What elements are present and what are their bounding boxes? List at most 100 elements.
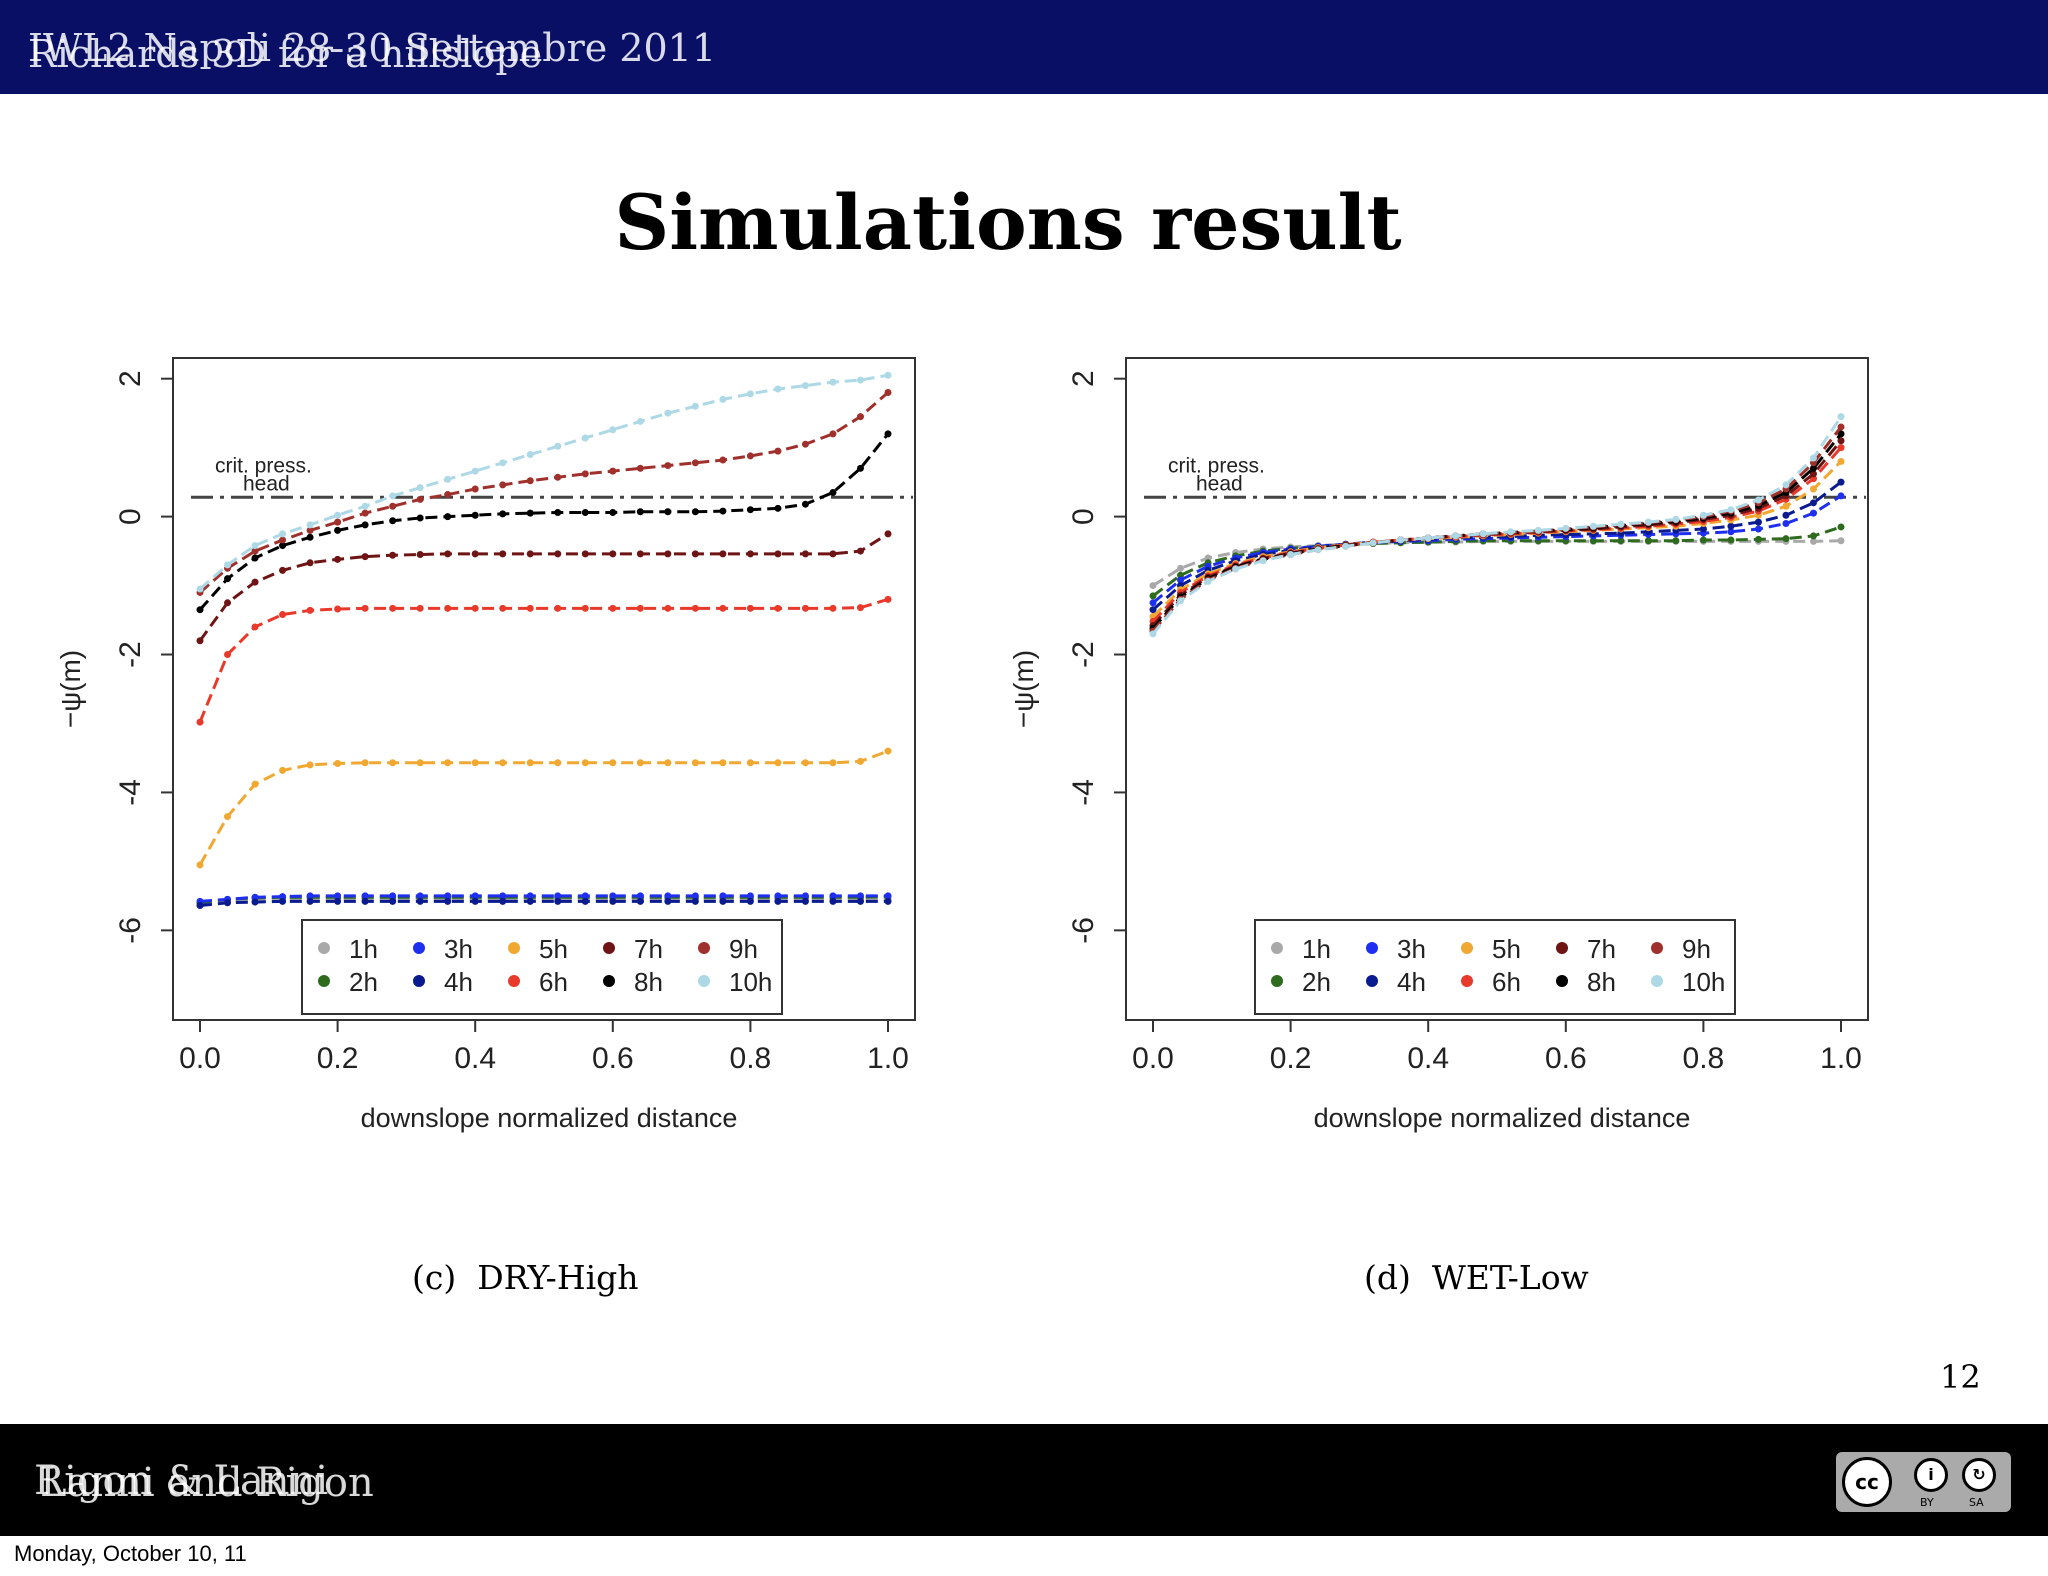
data-point-7h (691, 550, 699, 558)
data-point-8h (306, 533, 314, 541)
data-point-9h (746, 452, 754, 460)
legend-label-3h: 3h (444, 934, 473, 964)
data-point-9h (581, 470, 589, 478)
data-point-2h (1837, 523, 1845, 531)
legend-label-9h: 9h (729, 934, 758, 964)
data-point-3h (856, 892, 864, 900)
x-tick-label: 0.8 (730, 1042, 772, 1075)
data-point-2h (1617, 537, 1625, 545)
legend-marker-10h (1651, 975, 1663, 987)
data-point-3h (884, 892, 892, 900)
legend-marker-6h (508, 975, 520, 987)
legend-label-7h: 7h (1587, 934, 1616, 964)
cc-license-badge[interactable]: cc i ↻ BY SA (1836, 1452, 2011, 1512)
data-point-3h (306, 892, 314, 900)
data-point-5h (554, 759, 562, 767)
data-point-2h (1754, 535, 1762, 543)
legend-marker-7h (603, 942, 615, 954)
data-point-4h (1809, 499, 1817, 507)
data-point-8h (581, 508, 589, 516)
x-tick-label: 0.0 (1132, 1042, 1174, 1075)
data-point-8h (609, 508, 617, 516)
x-tick-label: 0.6 (592, 1042, 634, 1075)
data-point-7h (856, 547, 864, 555)
data-point-10h (279, 530, 287, 538)
data-point-7h (444, 550, 452, 558)
x-tick-label: 1.0 (867, 1042, 909, 1075)
y-tick-label: -4 (1067, 779, 1100, 806)
data-point-7h (471, 550, 479, 558)
data-point-9h (389, 502, 397, 510)
legend-marker-5h (1461, 942, 1473, 954)
data-point-5h (856, 757, 864, 765)
x-tick-label: 0.4 (1407, 1042, 1449, 1075)
data-point-4h (856, 897, 864, 905)
data-point-3h (719, 892, 727, 900)
legend-marker-4h (413, 975, 425, 987)
data-point-10h (306, 521, 314, 529)
legend-label-7h: 7h (634, 934, 663, 964)
data-point-8h (774, 504, 782, 512)
data-point-8h (251, 554, 259, 562)
data-point-7h (581, 550, 589, 558)
y-tick-label: -6 (1067, 917, 1100, 944)
data-point-6h (499, 604, 507, 612)
series-line-4h (199, 899, 888, 908)
data-point-7h (1809, 470, 1817, 478)
legend-label-10h: 10h (1682, 967, 1725, 997)
legend-label-2h: 2h (1302, 967, 1331, 997)
data-point-5h (801, 759, 809, 767)
data-point-4h (1782, 511, 1790, 519)
data-point-10h (1809, 454, 1817, 462)
data-point-3h (416, 892, 424, 900)
data-point-10h (251, 542, 259, 550)
series-line-4h (1152, 480, 1842, 611)
data-point-10h (691, 402, 699, 410)
data-point-4h (499, 897, 507, 905)
data-point-9h (279, 536, 287, 544)
data-point-9h (416, 495, 424, 503)
data-point-10h (1314, 546, 1322, 554)
header-talk-title: Richards 3D for a hillslope (28, 32, 543, 76)
data-point-10h (1617, 520, 1625, 528)
data-point-10h (1397, 536, 1405, 544)
data-point-9h (774, 447, 782, 455)
data-point-6h (361, 604, 369, 612)
data-point-10h (1507, 528, 1515, 536)
data-point-10h (389, 492, 397, 500)
y-tick-label: -4 (114, 779, 147, 806)
data-point-10h (471, 467, 479, 475)
data-point-10h (499, 459, 507, 467)
data-point-6h (471, 604, 479, 612)
data-point-3h (334, 892, 342, 900)
data-point-4h (471, 897, 479, 905)
data-point-8h (884, 430, 892, 438)
annotation-line2: head (243, 472, 290, 495)
data-point-1h (1149, 582, 1157, 590)
data-point-8h (444, 513, 452, 521)
data-point-8h (746, 506, 754, 514)
data-point-3h (691, 892, 699, 900)
y-tick-label: 2 (1067, 370, 1100, 387)
data-point-6h (389, 604, 397, 612)
series-line-9h (199, 391, 889, 594)
data-point-8h (829, 488, 837, 496)
data-point-10h (801, 382, 809, 390)
data-point-6h (1837, 444, 1845, 452)
data-point-3h (444, 892, 452, 900)
caption-text: WET-Low (1431, 1258, 1589, 1297)
data-point-10h (1149, 630, 1157, 638)
data-point-9h (444, 491, 452, 499)
data-point-10h (1342, 542, 1350, 550)
data-point-5h (306, 761, 314, 769)
y-tick-label: 0 (1067, 508, 1100, 525)
data-point-5h (884, 747, 892, 755)
data-point-10h (1534, 526, 1542, 534)
data-point-10h (1562, 524, 1570, 532)
data-point-4h (334, 897, 342, 905)
data-point-8h (856, 464, 864, 472)
slide-title: Simulations result (614, 178, 1402, 267)
data-point-7h (224, 599, 232, 607)
data-point-10h (1287, 551, 1295, 559)
data-point-3h (1177, 576, 1185, 584)
